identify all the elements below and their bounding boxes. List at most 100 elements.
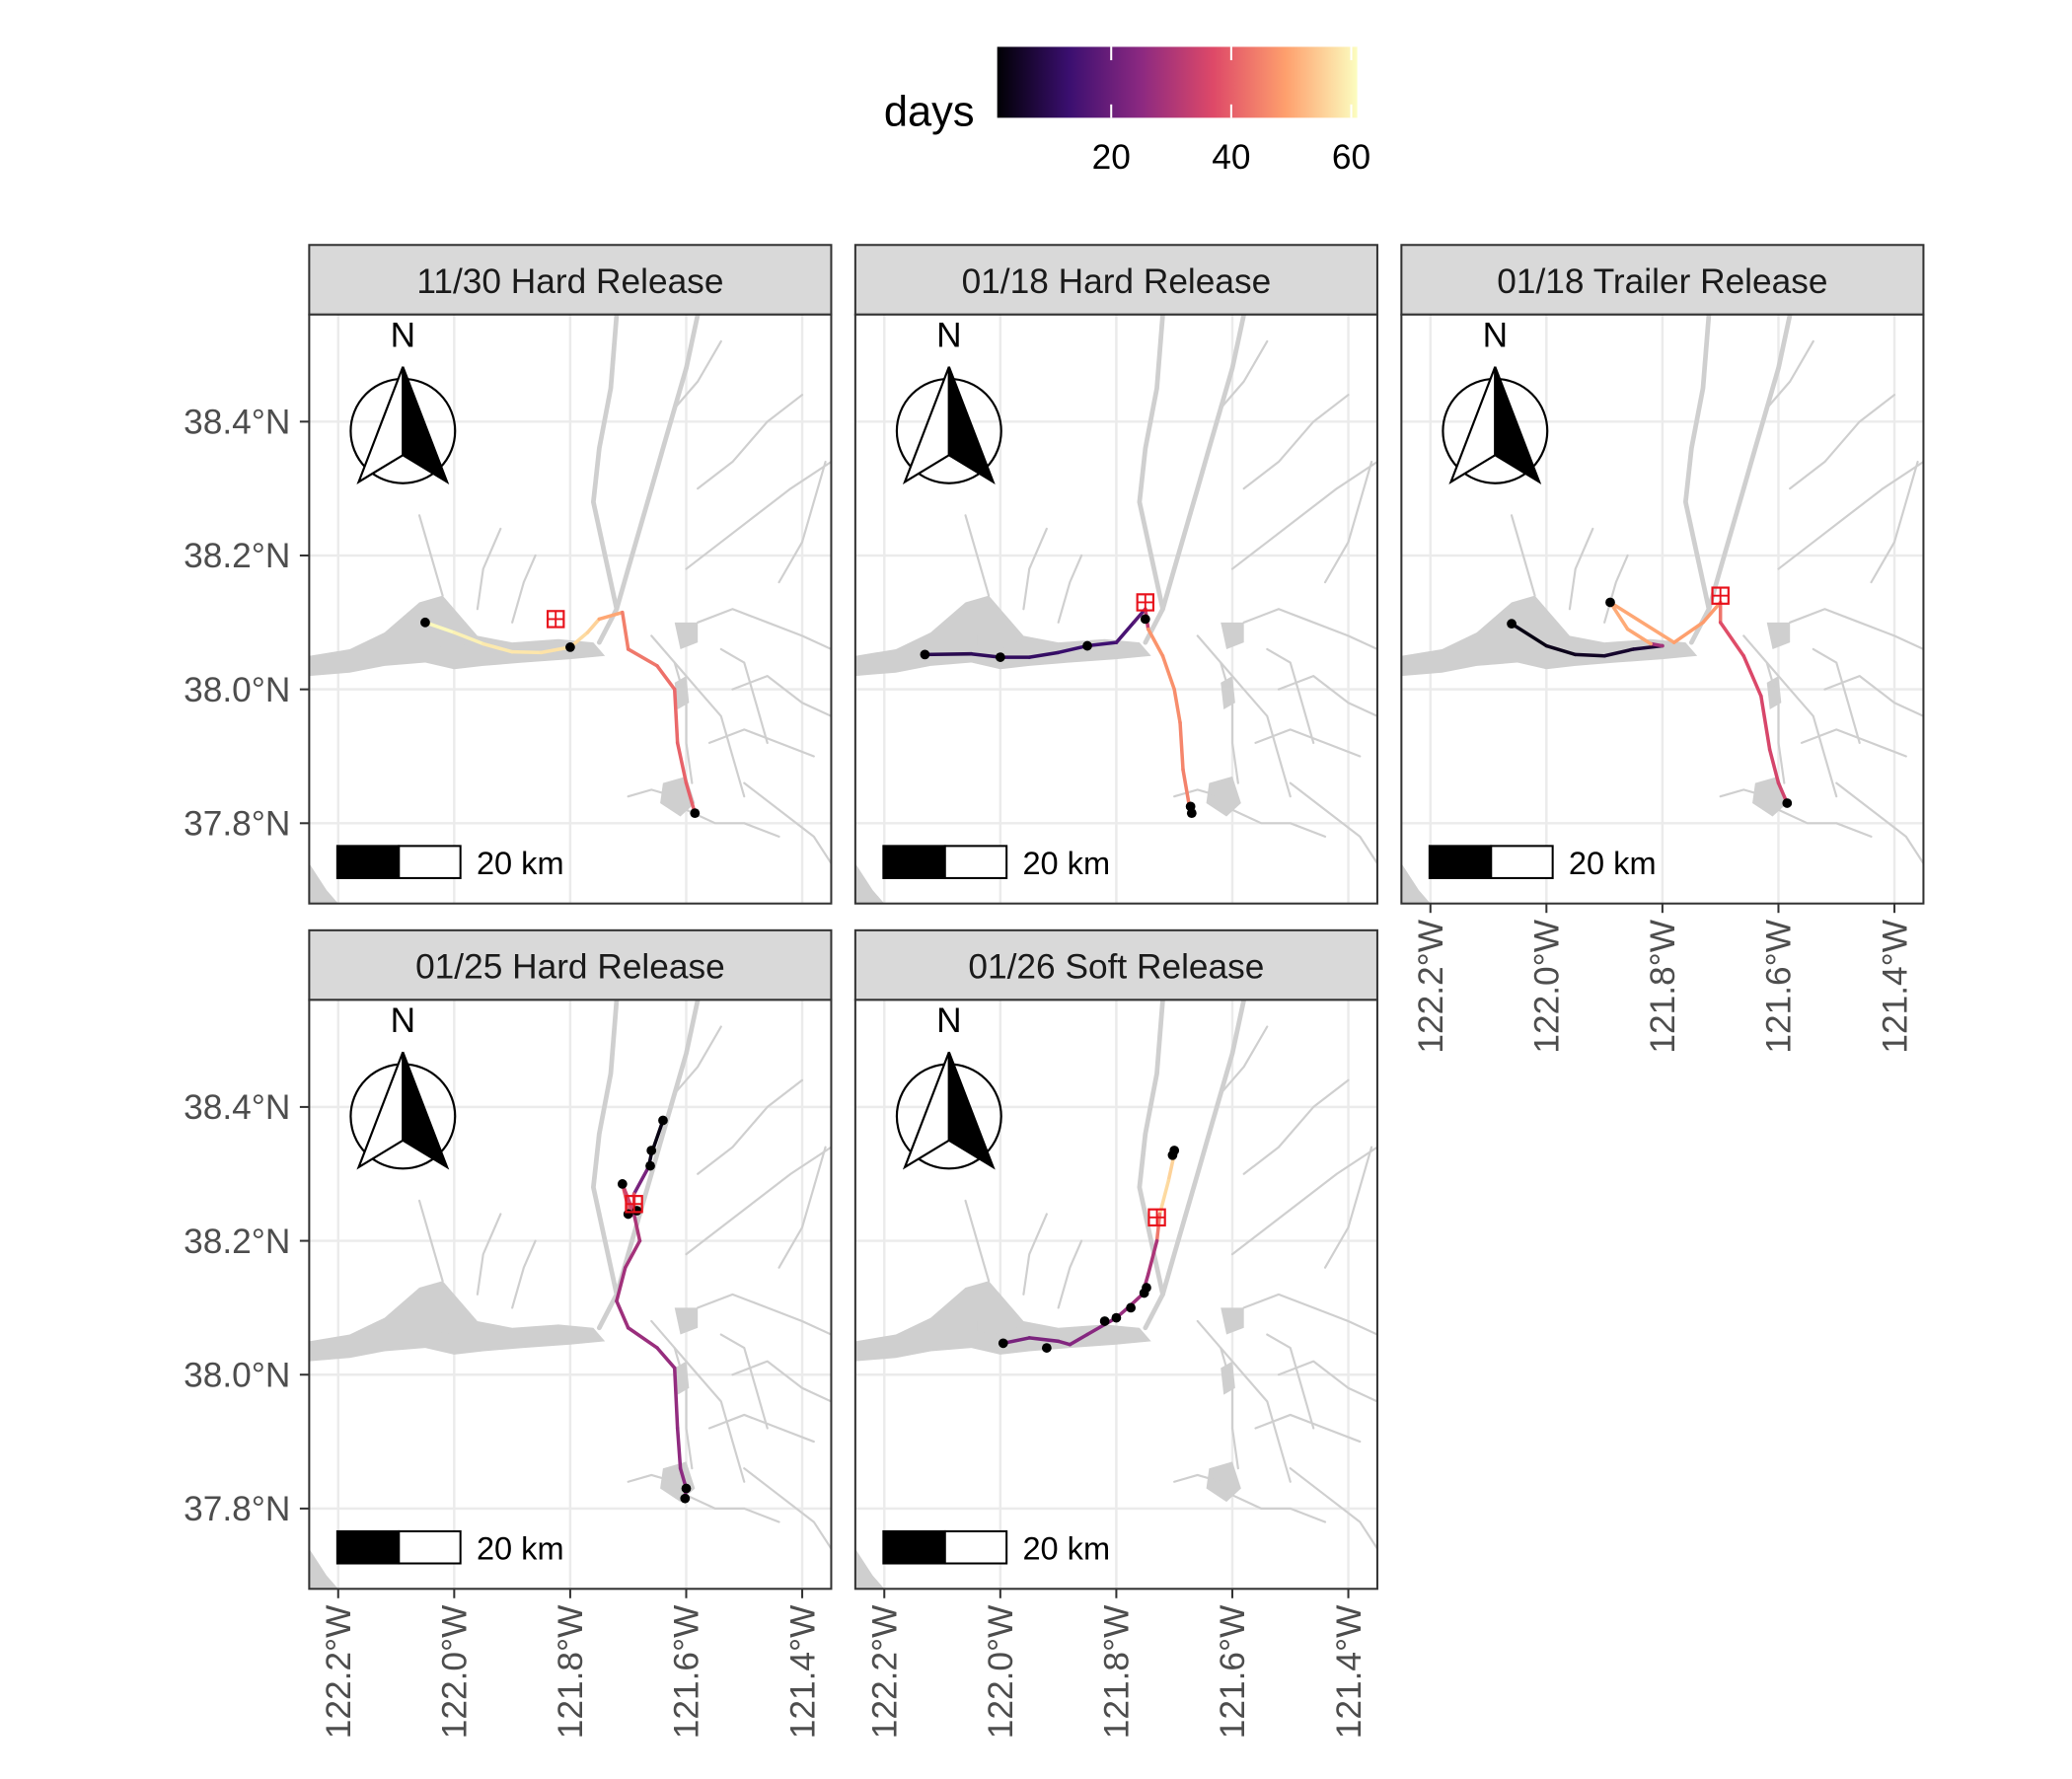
panel-title: 01/18 Hard Release	[962, 262, 1272, 301]
track-segment	[621, 610, 630, 651]
water-body	[674, 622, 699, 649]
waterway	[1289, 1467, 1377, 1550]
waterway	[591, 1000, 620, 1297]
north-arrow-right-half	[402, 366, 450, 484]
legend-tick-label: 20	[1092, 138, 1131, 177]
detection-point	[658, 1115, 668, 1126]
waterway	[591, 314, 620, 612]
y-tick-label: 38.2°N	[184, 537, 290, 575]
north-arrow-right-half	[947, 1051, 996, 1170]
detection-point	[1186, 808, 1197, 819]
scale-bar-white-segment	[943, 1529, 1008, 1565]
track-segment	[1172, 687, 1182, 725]
scale-bar-label: 20 km	[477, 846, 564, 881]
track-segment	[923, 651, 974, 657]
waterway	[476, 527, 502, 611]
waterway	[777, 1146, 827, 1269]
x-tick-label: 122.0°W	[436, 1604, 475, 1739]
track-segment	[1671, 621, 1705, 644]
waterway	[1242, 1078, 1350, 1175]
north-arrow-label: N	[936, 1001, 961, 1040]
waterway	[661, 339, 722, 450]
detection-point	[998, 1338, 1008, 1349]
detection-point	[646, 1146, 657, 1155]
scale-bar-white-segment	[398, 845, 462, 879]
scale-bar-black-segment	[335, 1529, 401, 1565]
panel-plot-area	[309, 314, 832, 904]
x-tick-label: 121.4°W	[1876, 919, 1914, 1053]
x-tick-label: 122.2°W	[320, 1604, 358, 1739]
track-segment	[1573, 652, 1606, 658]
track-segment	[969, 651, 1002, 659]
water-body	[1206, 1461, 1241, 1503]
detection-point	[1605, 597, 1615, 608]
waterway	[1057, 1239, 1083, 1309]
north-arrow-label: N	[391, 316, 415, 354]
detection-point	[1126, 1302, 1136, 1313]
waterway	[1137, 314, 1165, 612]
waterway	[697, 608, 832, 651]
detection-point	[420, 617, 430, 628]
waterway	[1719, 788, 1768, 798]
track-segment	[1160, 653, 1176, 692]
waterway	[697, 394, 804, 490]
scale-bar-black-segment	[1428, 845, 1493, 879]
waterway	[1022, 1213, 1048, 1296]
waterway	[627, 788, 676, 798]
waterway	[685, 460, 832, 570]
track-segment	[1625, 627, 1653, 646]
waterway	[685, 808, 780, 838]
track-segment	[423, 621, 457, 634]
detection-point	[617, 1179, 628, 1189]
track-segment	[1085, 640, 1119, 648]
waterway	[719, 1333, 769, 1430]
waterway	[1323, 1146, 1373, 1269]
water-body	[977, 629, 1024, 649]
scale-bar-black-segment	[335, 845, 401, 879]
waterway	[650, 1319, 746, 1483]
track-segment	[510, 649, 544, 655]
waterway	[707, 728, 815, 758]
waterway	[1870, 460, 1919, 584]
track-segment	[1146, 1238, 1159, 1277]
x-tick-label: 121.8°W	[1644, 919, 1682, 1053]
track-segment	[615, 1298, 630, 1330]
track-segment	[615, 1265, 628, 1303]
north-arrow-label: N	[936, 316, 961, 354]
water-body	[430, 629, 478, 649]
waterway	[1765, 661, 1786, 784]
waterway	[1323, 460, 1373, 584]
waterway	[1057, 554, 1083, 624]
waterway	[1603, 554, 1629, 624]
legend-colorbar	[997, 46, 1358, 118]
waterway	[707, 1413, 815, 1444]
scale-bar-black-segment	[882, 845, 946, 879]
track-segment	[1544, 643, 1578, 657]
water-body	[1766, 622, 1791, 649]
detection-point	[565, 642, 575, 652]
track-segment	[1741, 653, 1763, 699]
y-tick-label: 38.0°N	[184, 671, 290, 709]
waterway	[697, 1078, 804, 1175]
x-tick-label: 121.6°W	[668, 1604, 706, 1739]
x-tick-label: 122.0°W	[982, 1604, 1020, 1739]
waterway	[1266, 1333, 1315, 1430]
waterway	[650, 634, 746, 798]
track-segment	[452, 630, 485, 646]
water-body	[1221, 622, 1244, 649]
waterway	[1208, 1025, 1269, 1136]
track-segment	[1085, 1322, 1107, 1337]
x-tick-label: 121.6°W	[1214, 1604, 1252, 1739]
track-segment	[1759, 694, 1772, 752]
detection-point	[1099, 1316, 1110, 1326]
detection-point	[1167, 1149, 1178, 1160]
waterway	[1242, 608, 1377, 651]
detection-point	[1082, 640, 1092, 651]
detection-point	[681, 1483, 692, 1494]
waterway	[1173, 1473, 1222, 1483]
track-segment	[1767, 747, 1781, 785]
detection-point	[1139, 1288, 1149, 1298]
track-segment	[1056, 1339, 1073, 1347]
